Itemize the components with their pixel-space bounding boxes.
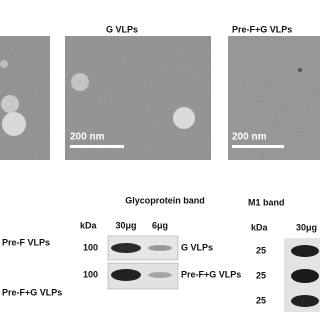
blot-title: M1 band <box>248 197 285 207</box>
lane-label: 30μg <box>296 222 317 232</box>
blot <box>284 238 320 312</box>
marker-label: 100 <box>83 242 98 252</box>
band-label: G VLPs <box>181 242 213 252</box>
lane-label: 6μg <box>152 220 168 230</box>
blot <box>107 235 179 290</box>
em-image <box>65 36 211 160</box>
blot-title: Glycoprotein band <box>125 195 205 205</box>
unit-header: kDa <box>251 222 269 232</box>
em-image <box>0 36 50 160</box>
image-label: G VLPs <box>106 24 138 34</box>
lane-label: 30μg <box>115 220 136 230</box>
marker-label: 100 <box>83 269 98 279</box>
band-label: Pre-F+G VLPs <box>181 269 241 279</box>
scale-bar-label: 200 nm <box>232 132 267 143</box>
marker-label: 25 <box>256 270 266 280</box>
image-label: Pre-F+G VLPs <box>232 24 292 34</box>
em-image <box>228 36 320 160</box>
row-label: Pre-F VLPs <box>2 237 50 247</box>
row-label: Pre-F+G VLPs <box>2 287 62 297</box>
marker-label: 25 <box>256 245 266 255</box>
marker-label: 25 <box>256 295 266 305</box>
unit-header: kDa <box>80 220 98 230</box>
scale-bar-label: 200 nm <box>70 132 105 143</box>
